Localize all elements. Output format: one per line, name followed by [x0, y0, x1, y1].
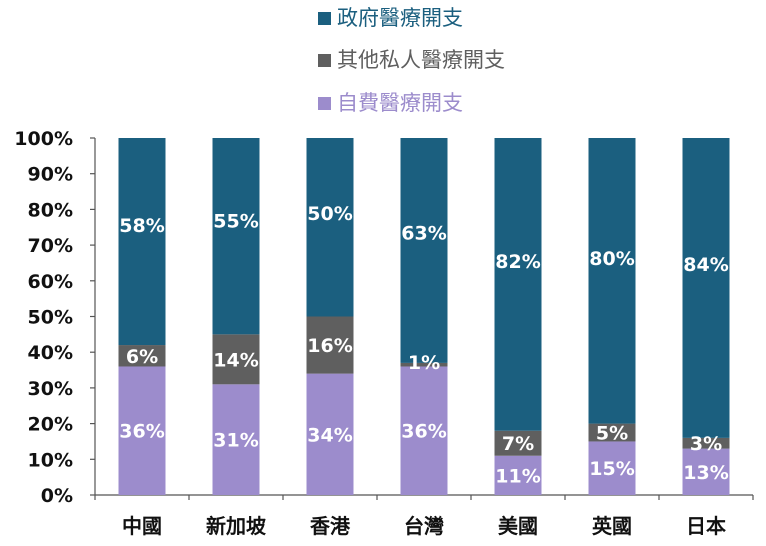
bar-segment [682, 437, 730, 449]
legend-label-government: 政府醫療開支 [337, 6, 463, 30]
data-label: 31% [213, 430, 258, 452]
data-label: 3% [690, 433, 722, 455]
y-tick-label: 50% [28, 307, 73, 329]
data-label: 55% [213, 210, 258, 232]
data-label: 11% [495, 465, 540, 487]
data-label: 58% [119, 215, 164, 237]
y-tick-label: 70% [28, 235, 73, 257]
data-label: 80% [589, 248, 634, 270]
y-tick-label: 0% [41, 485, 73, 507]
y-tick-label: 40% [28, 342, 73, 364]
data-label: 14% [213, 349, 258, 371]
bar-segment [588, 441, 636, 495]
y-tick-label: 30% [28, 378, 73, 400]
bar-segment [494, 430, 542, 456]
x-tick-label: 日本 [686, 514, 726, 538]
bar-segment [212, 334, 260, 385]
bar-segment [306, 373, 354, 495]
bar-segment [306, 316, 354, 374]
legend-swatch-out-of-pocket [318, 96, 331, 110]
data-label: 7% [502, 433, 534, 455]
y-tick-label: 10% [28, 449, 73, 471]
bar-segment [494, 138, 542, 431]
legend-swatch-government [318, 11, 331, 25]
data-label: 36% [119, 421, 164, 443]
data-label: 15% [589, 458, 634, 480]
bar-segment [494, 455, 542, 495]
x-tick-label: 中國 [122, 514, 162, 538]
data-label: 13% [683, 462, 728, 484]
y-tick-label: 100% [14, 128, 73, 150]
bar-segment [682, 138, 730, 438]
x-tick-label: 香港 [310, 514, 351, 538]
data-label: 36% [401, 421, 446, 443]
data-label: 84% [683, 254, 728, 276]
x-tick-label: 美國 [498, 514, 538, 538]
data-label: 63% [401, 222, 446, 244]
bar-segment [118, 138, 166, 346]
bar-segment [212, 384, 260, 495]
bar-segment [588, 138, 636, 424]
y-tick-label: 60% [28, 271, 73, 293]
bar-segment [400, 138, 448, 363]
data-label: 1% [408, 352, 440, 374]
y-tick-label: 90% [28, 164, 73, 186]
legend-label-other-private: 其他私人醫療開支 [337, 48, 505, 72]
data-label: 16% [307, 335, 352, 357]
bar-segment [212, 138, 260, 335]
bar-segment [118, 366, 166, 495]
data-label: 6% [126, 346, 158, 368]
data-label: 34% [307, 424, 352, 446]
data-label: 5% [596, 423, 628, 445]
bar-segment [588, 423, 636, 442]
bar-segment [306, 138, 354, 317]
y-tick-label: 20% [28, 414, 73, 436]
data-label: 50% [307, 203, 352, 225]
bar-segment [400, 362, 448, 367]
legend-label-out-of-pocket: 自費醫療開支 [337, 91, 463, 115]
legend-item-government: 政府醫療開支 [318, 4, 463, 32]
data-label: 82% [495, 251, 540, 273]
bar-segment [118, 345, 166, 367]
x-tick-label: 台灣 [404, 514, 444, 538]
y-tick-label: 80% [28, 199, 73, 221]
x-tick-label: 新加坡 [206, 514, 267, 538]
legend-swatch-other-private [318, 53, 331, 67]
legend-item-other-private: 其他私人醫療開支 [318, 46, 505, 74]
legend-item-out-of-pocket: 自費醫療開支 [318, 89, 463, 117]
x-tick-label: 英國 [592, 514, 632, 538]
bar-segment [400, 366, 448, 495]
bar-segment [682, 448, 730, 495]
